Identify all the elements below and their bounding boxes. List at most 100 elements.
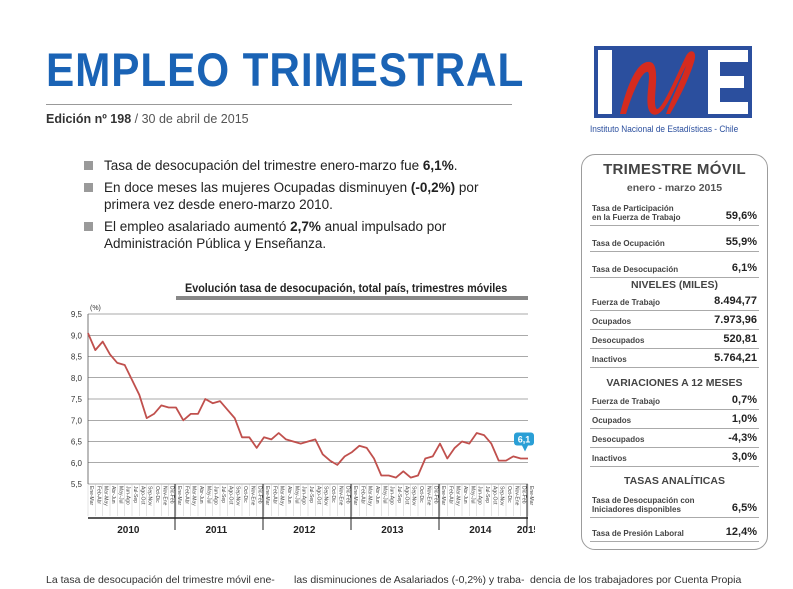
chart-title: Evolución tasa de desocupación, total pa… <box>185 281 508 295</box>
x-tick-label: Jun-Ago <box>477 486 483 505</box>
x-tick-label: Feb-Abr <box>447 486 453 504</box>
x-tick-label: Oct-Dic <box>330 486 336 503</box>
highlight-item: El empleo asalariado aumentó 2,7% anual … <box>84 218 514 252</box>
panel-row-label: Tasa de Desocupación con Iniciadores disp… <box>592 496 695 514</box>
x-tick-label: Jun-Ago <box>125 486 131 505</box>
x-tick-label: Jun-Ago <box>213 486 219 505</box>
panel-row-label: Tasa de Desocupación <box>592 265 679 274</box>
panel-row-value: 520,81 <box>723 333 757 345</box>
footer-col-3: dencia de los trabajadores por Cuenta Pr… <box>530 574 742 586</box>
panel-row: Fuerza de Trabajo 8.494,77 <box>590 292 759 311</box>
x-tick-label: Nov-Ene <box>337 486 343 506</box>
panel-row: Tasa de Presión Laboral 12,4% <box>590 518 759 542</box>
x-tick-label: Sep-Nov <box>411 486 417 506</box>
panel-row-value: 1,0% <box>731 413 757 425</box>
x-tick-label: Jun-Ago <box>301 486 307 505</box>
panel-row-value: 3,0% <box>731 451 757 463</box>
year-label: 2012 <box>293 525 316 536</box>
panel-row: Tasa de Desocupación con Iniciadores disp… <box>590 490 759 518</box>
footer-col-2: las disminuciones de Asalariados (-0,2%)… <box>294 574 525 586</box>
x-tick-label: Nov-Ene <box>513 486 519 506</box>
panel-subtitle: enero - marzo 2015 <box>626 182 723 194</box>
x-tick-label: Jul-Sep <box>484 486 490 503</box>
x-tick-label: Nov-Ene <box>161 486 167 506</box>
x-tick-label: Oct-Dic <box>506 486 512 503</box>
y-tick-label: 8,0 <box>71 374 83 383</box>
logo-caption: Instituto Nacional de Estadísticas - Chi… <box>590 124 739 134</box>
edition-number: Edición nº 198 <box>46 112 132 126</box>
x-tick-label: May-Jul <box>469 486 475 504</box>
x-tick-label: Ene-Mar <box>440 486 446 506</box>
edition-date: / 30 de abril de 2015 <box>134 112 249 126</box>
panel-row-label: Tasa de Ocupación <box>592 239 665 248</box>
panel-row: Ocupados 7.973,96 <box>590 311 759 330</box>
x-tick-label: Sep-Nov <box>323 486 329 506</box>
year-label: 2011 <box>205 525 227 536</box>
x-tick-label: Mar-May <box>367 486 373 506</box>
x-tick-label: Mar-May <box>103 486 109 506</box>
panel-section-title: VARIACIONES A 12 MESES <box>606 377 743 389</box>
panel-row-value: 5.764,21 <box>714 352 757 364</box>
x-tick-label: Jun-Ago <box>389 486 395 505</box>
x-tick-label: Oct-Dic <box>242 486 248 503</box>
x-tick-label: Ene-Mar <box>88 486 94 506</box>
x-tick-label: Ago-Oct <box>139 486 145 505</box>
panel-row-value: 12,4% <box>725 526 757 538</box>
panel-row: Tasa de Desocupación 6,1% <box>590 252 759 278</box>
x-tick-label: Ene-Mar <box>264 486 270 506</box>
panel-row-value: -4,3% <box>728 432 757 444</box>
panel-section-title: TASAS ANALÍTICAS <box>624 475 725 487</box>
panel-row-value: 55,9% <box>725 236 757 248</box>
x-tick-label: Oct-Dic <box>418 486 424 503</box>
bullet-square-icon <box>84 161 93 170</box>
panel-row-value: 8.494,77 <box>714 295 757 307</box>
panel-row-value: 59,6% <box>725 210 757 222</box>
x-tick-label: Feb-Abr <box>183 486 189 504</box>
x-tick-label: Nov-Ene <box>249 486 255 506</box>
x-tick-label: Ago-Oct <box>491 486 497 505</box>
x-tick-label: Ago-Oct <box>315 486 321 505</box>
series-line <box>87 332 528 479</box>
footer-col-1: La tasa de desocupación del trimestre mó… <box>46 574 275 586</box>
x-tick-label: Jul-Sep <box>308 486 314 503</box>
highlight-item: Tasa de desocupación del trimestre enero… <box>84 157 514 174</box>
x-tick-label: Dic-Feb <box>521 486 527 504</box>
x-tick-label: Feb-Abr <box>359 486 365 504</box>
panel-row-label: Tasa de Participación en la Fuerza de Tra… <box>592 204 681 222</box>
y-tick-label: 7,0 <box>71 416 83 425</box>
panel-section-title: NIVELES (MILES) <box>631 279 718 291</box>
panel-row-label: Tasa de Presión Laboral <box>592 529 684 538</box>
x-tick-label: Jul-Sep <box>132 486 138 503</box>
panel-row: Desocupados -4,3% <box>590 429 759 448</box>
highlights-list: Tasa de desocupación del trimestre enero… <box>84 157 514 257</box>
panel-row-label: Desocupados <box>592 336 645 345</box>
x-tick-label: Ene-Mar <box>176 486 182 506</box>
panel-row-value: 6,5% <box>731 502 757 514</box>
x-tick-label: Sep-Nov <box>499 486 505 506</box>
bullet-square-icon <box>84 222 93 231</box>
panel-row: Tasa de Ocupación 55,9% <box>590 226 759 252</box>
year-label: 2010 <box>117 525 140 536</box>
chart-title-underline <box>176 296 528 300</box>
last-value-badge <box>514 432 534 446</box>
x-tick-label: Mar-May <box>455 486 461 506</box>
x-tick-label: Ago-Oct <box>403 486 409 505</box>
x-tick-label: Ene-Mar <box>352 486 358 506</box>
x-tick-label: May-Jul <box>293 486 299 504</box>
x-tick-label: Sep-Nov <box>147 486 153 506</box>
logo-n-glyph <box>620 51 696 115</box>
panel-row-value: 0,7% <box>731 394 757 406</box>
panel-title: TRIMESTRE MÓVIL <box>603 161 746 178</box>
x-tick-label: Abr-Jun <box>286 486 292 504</box>
x-tick-label: May-Jul <box>381 486 387 504</box>
panel-row: Inactivos 3,0% <box>590 448 759 467</box>
trimestre-movil-panel: TRIMESTRE MÓVIL enero - marzo 2015 Tasa … <box>581 154 768 550</box>
panel-row-label: Desocupados <box>592 435 645 444</box>
y-tick-label: 9,0 <box>71 331 83 340</box>
panel-row-value: 7.973,96 <box>714 314 757 326</box>
x-tick-label: Nov-Ene <box>425 486 431 506</box>
x-tick-label: Dic-Feb <box>257 486 263 504</box>
year-label: 2013 <box>381 525 404 536</box>
panel-row: Desocupados 520,81 <box>590 330 759 349</box>
